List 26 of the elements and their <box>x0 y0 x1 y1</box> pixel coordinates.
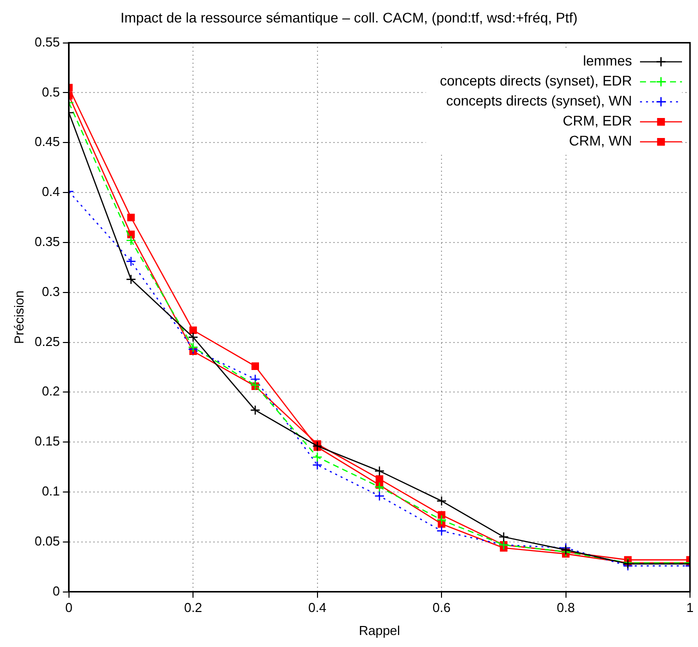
legend-label: concepts directs (synset), WN <box>446 92 632 109</box>
legend-label: concepts directs (synset), EDR <box>440 72 632 89</box>
chart-title: Impact de la ressource sémantique – coll. CACM, (pond:tf, wsd:+fréq, Ptf) <box>120 9 578 26</box>
x-axis-title: Rappel <box>358 622 400 638</box>
y-tick-label: 0.35 <box>34 234 60 250</box>
y-tick-label: 0.55 <box>34 34 60 50</box>
legend-label: CRM, WN <box>569 132 632 149</box>
y-tick-label: 0.3 <box>42 284 60 299</box>
x-tick-label: 0.2 <box>184 600 202 616</box>
x-tick-label: 0.8 <box>556 600 575 616</box>
y-tick-label: 0.05 <box>34 533 60 548</box>
x-tick-label: 0 <box>65 600 73 616</box>
y-tick-label: 0.15 <box>34 434 60 449</box>
y-tick-label: 0.25 <box>34 334 60 349</box>
y-tick-label: 0.5 <box>42 84 60 100</box>
x-tick-label: 0.6 <box>432 600 451 616</box>
legend-label: lemmes <box>582 52 632 69</box>
y-tick-label: 0.4 <box>42 184 60 200</box>
y-tick-label: 0.45 <box>34 134 60 150</box>
x-tick-label: 1 <box>686 600 694 616</box>
y-tick-label: 0.2 <box>42 384 60 399</box>
y-axis-title: Précision <box>11 290 26 344</box>
y-tick-label: 0 <box>52 583 60 598</box>
legend-label: CRM, EDR <box>562 112 632 129</box>
y-tick-label: 0.1 <box>42 484 60 499</box>
x-tick-label: 0.4 <box>308 600 326 616</box>
